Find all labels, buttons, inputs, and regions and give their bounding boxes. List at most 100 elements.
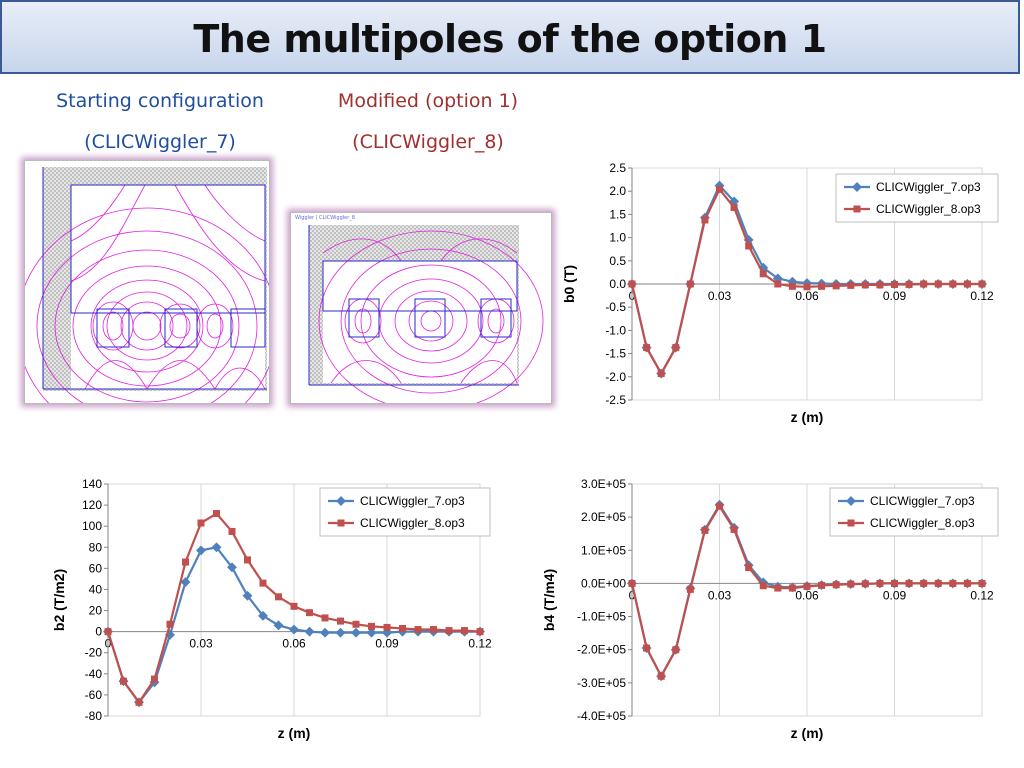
y-tick-label: 80 [89, 540, 103, 554]
data-point-series-2 [963, 280, 971, 288]
data-point-series-2 [949, 280, 957, 288]
y-tick-label: 2.5 [609, 161, 626, 175]
data-point-series-2 [657, 672, 665, 680]
legend-label: CLICWiggler_7.op3 [870, 494, 975, 508]
data-point-series-2 [701, 526, 709, 534]
y-axis-title: b2 (T/m2) [51, 569, 67, 631]
data-point-series-2 [745, 242, 753, 250]
caption-starting-configuration: Starting configuration [56, 90, 264, 112]
field-map-clicwiggler-7 [24, 160, 270, 404]
data-point-series-2 [321, 614, 329, 622]
y-tick-label: -2.0E+05 [577, 643, 626, 657]
x-tick-label: 0.12 [468, 637, 492, 651]
data-point-series-2 [197, 519, 205, 527]
legend-marker-2 [337, 519, 345, 527]
data-point-series-1 [335, 627, 346, 638]
y-tick-label: 1.0E+05 [581, 543, 626, 557]
data-point-series-2 [672, 344, 680, 352]
data-point-series-1 [320, 627, 330, 638]
data-point-series-2 [861, 580, 869, 588]
x-tick-label: 0.06 [795, 289, 819, 303]
data-point-series-1 [227, 562, 237, 573]
y-tick-label: 1.5 [609, 207, 626, 221]
data-point-series-2 [716, 502, 723, 510]
y-tick-label: 140 [82, 477, 102, 491]
data-point-series-2 [934, 579, 942, 587]
data-point-series-2 [759, 582, 767, 590]
data-point-series-2 [847, 281, 855, 289]
x-tick-label: 0.03 [189, 637, 213, 651]
x-tick-label: 0.03 [708, 289, 732, 303]
data-point-series-2 [861, 281, 869, 289]
data-point-series-2 [774, 584, 782, 592]
caption-clicwiggler-8: (CLICWiggler_8) [352, 131, 504, 153]
data-point-series-2 [628, 280, 636, 288]
data-point-series-2 [275, 593, 282, 601]
x-tick-label: 0.12 [970, 289, 994, 303]
data-point-series-2 [686, 280, 694, 288]
data-point-series-2 [891, 280, 898, 288]
caption-clicwiggler-7: (CLICWiggler_7) [84, 131, 236, 153]
data-point-series-2 [847, 580, 855, 588]
chart-b4: 00.030.060.090.123.0E+052.0E+051.0E+050.… [541, 477, 999, 741]
data-point-series-2 [352, 620, 360, 628]
y-tick-label: -3.0E+05 [577, 676, 626, 690]
caption-modified-option: Modified (option 1) [337, 90, 519, 112]
data-point-series-2 [920, 280, 928, 288]
data-point-series-2 [759, 270, 767, 278]
y-tick-label: 3.0E+05 [581, 477, 626, 491]
legend-box [835, 173, 999, 223]
x-tick-label: 0.06 [795, 588, 819, 602]
legend-label: CLICWiggler_8.op3 [876, 202, 981, 216]
y-tick-label: 2.0E+05 [581, 510, 626, 524]
legend-marker-2 [853, 205, 861, 213]
y-tick-label: -4.0E+05 [577, 709, 626, 723]
y-tick-label: -80 [85, 709, 103, 723]
data-point-series-2 [383, 623, 391, 631]
x-axis-title: z (m) [791, 725, 824, 741]
data-point-series-2 [949, 579, 957, 587]
field-lines-image-modified [308, 225, 544, 403]
field-map-title: Wiggler | CLICWiggler_8 [295, 215, 355, 221]
data-point-series-1 [196, 545, 206, 556]
legend-marker-1 [846, 496, 856, 506]
data-point-series-2 [461, 627, 468, 635]
chart-b0: 00.030.060.090.122.52.01.51.00.50.0-0.5-… [561, 161, 999, 425]
data-point-series-2 [368, 622, 375, 630]
data-point-series-2 [259, 579, 267, 587]
title-bar: The multipoles of the option 1 [0, 0, 1020, 74]
data-point-series-2 [135, 698, 143, 706]
data-point-series-2 [657, 370, 665, 378]
data-point-series-2 [120, 677, 127, 685]
data-point-series-2 [213, 510, 220, 518]
data-point-series-2 [730, 525, 738, 533]
data-point-series-2 [151, 675, 158, 683]
y-tick-label: -2.5 [605, 393, 626, 407]
data-point-series-2 [891, 579, 898, 587]
data-point-series-2 [290, 602, 298, 610]
data-point-series-2 [228, 527, 236, 535]
data-point-series-2 [963, 579, 971, 587]
data-point-series-2 [818, 581, 826, 589]
data-point-series-2 [788, 584, 796, 592]
y-tick-label: -40 [85, 667, 103, 681]
data-point-series-2 [414, 626, 422, 634]
data-point-series-2 [730, 203, 738, 211]
slide-title: The multipoles of the option 1 [193, 17, 827, 61]
data-point-series-2 [788, 282, 796, 290]
y-tick-label: 40 [89, 582, 103, 596]
data-point-series-1 [258, 610, 268, 621]
legend-box [829, 487, 999, 537]
data-point-series-2 [832, 581, 840, 589]
data-point-series-1 [351, 627, 361, 638]
data-point-series-2 [166, 620, 174, 628]
data-point-series-2 [876, 281, 884, 289]
y-tick-label: -2.0 [605, 370, 626, 384]
x-tick-label: 0.09 [883, 289, 907, 303]
x-tick-label: 0.09 [883, 588, 907, 602]
data-point-series-1 [304, 626, 315, 637]
data-point-series-1 [289, 624, 299, 635]
field-map-clicwiggler-8: Wiggler | CLICWiggler_8 [290, 212, 552, 404]
y-tick-label: -20 [85, 646, 103, 660]
data-point-series-2 [934, 280, 942, 288]
